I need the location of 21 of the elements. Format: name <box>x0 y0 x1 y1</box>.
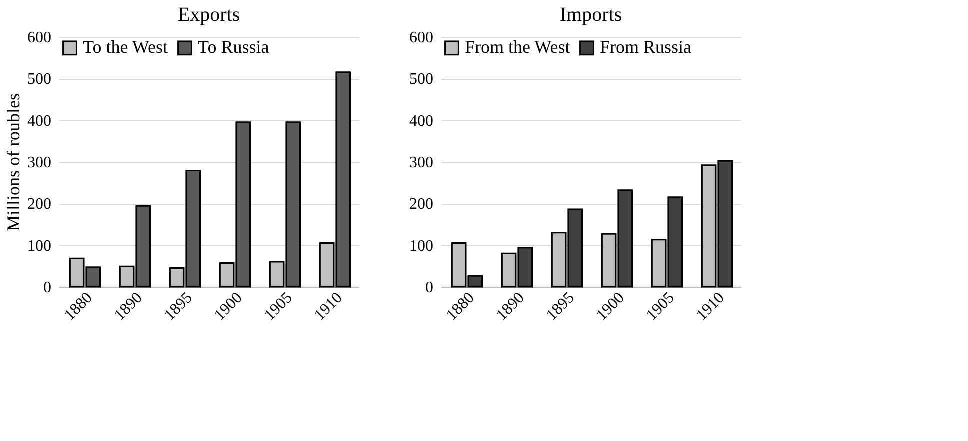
chart-title: Exports <box>178 4 240 26</box>
legend-label: From the West <box>465 37 570 58</box>
y-tick-label: 200 <box>28 196 52 214</box>
y-tick-label: 100 <box>28 238 52 255</box>
y-tick-label: 100 <box>410 238 434 255</box>
legend-label: From Russia <box>600 37 692 58</box>
y-tick-label: 600 <box>28 30 52 46</box>
chart-title: Imports <box>560 4 622 26</box>
y-tick-label: 300 <box>28 154 52 172</box>
y-tick-label: 300 <box>410 154 434 172</box>
y-tick-label: 500 <box>28 71 52 88</box>
y-axis-title: Millions of roubles <box>4 94 24 232</box>
y-tick-label: 0 <box>44 280 52 296</box>
y-tick-label: 200 <box>410 196 434 214</box>
y-tick-label: 500 <box>410 71 434 88</box>
legend-label: To the West <box>83 37 168 58</box>
y-tick-label: 0 <box>426 280 434 296</box>
legend-label: To Russia <box>198 37 270 58</box>
y-tick-label: 600 <box>410 30 434 46</box>
y-tick-label: 400 <box>410 112 434 130</box>
y-tick-label: 400 <box>28 112 52 130</box>
